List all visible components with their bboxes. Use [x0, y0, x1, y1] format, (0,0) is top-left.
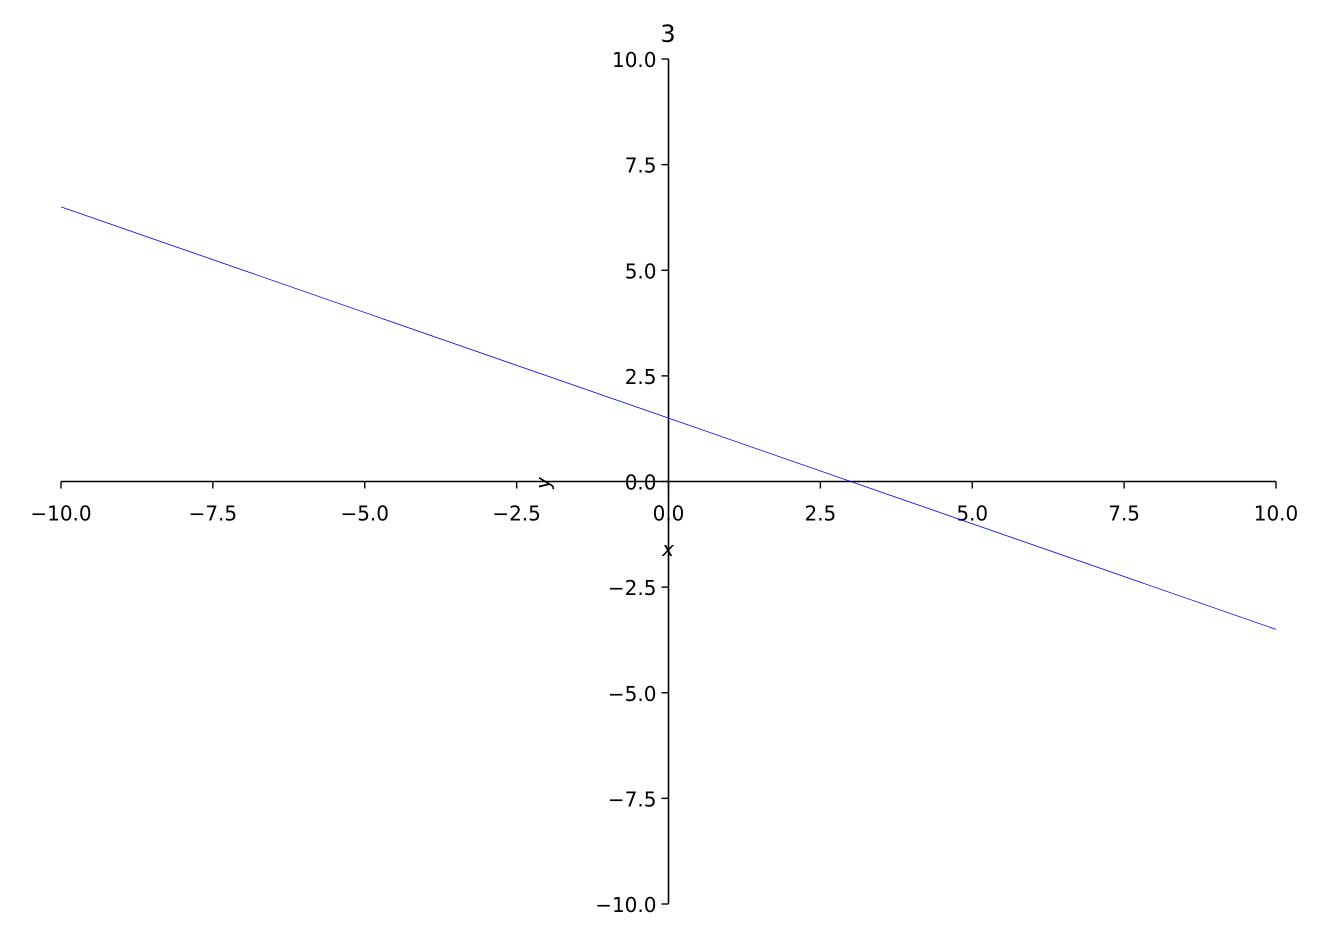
x-tick-label: 7.5 [1108, 502, 1140, 526]
x-tick-label: 0.0 [653, 502, 685, 526]
x-tick-label: −7.5 [189, 502, 238, 526]
series-line [60, 206, 1277, 630]
y-tick-label: −10.0 [595, 893, 656, 917]
y-tick-label: 5.0 [625, 259, 657, 283]
y-tick-label: −7.5 [608, 787, 657, 811]
chart-title: 3 [660, 20, 675, 48]
y-tick-label: 10.0 [612, 48, 657, 72]
y-tick-label: 0.0 [625, 471, 657, 495]
x-tick-label: −2.5 [492, 502, 541, 526]
x-tick-label: 5.0 [956, 502, 988, 526]
x-tick-label: 10.0 [1254, 502, 1299, 526]
y-tick-label: 2.5 [625, 365, 657, 389]
x-tick-label: 2.5 [804, 502, 836, 526]
y-tick-label: −2.5 [608, 576, 657, 600]
x-tick-label: −5.0 [340, 502, 389, 526]
x-axis-label: x [661, 537, 674, 561]
x-tick-label: −10.0 [30, 502, 91, 526]
y-tick-label: −5.0 [608, 682, 657, 706]
y-axis-label: y [531, 476, 555, 490]
y-tick-label: 7.5 [625, 154, 657, 178]
